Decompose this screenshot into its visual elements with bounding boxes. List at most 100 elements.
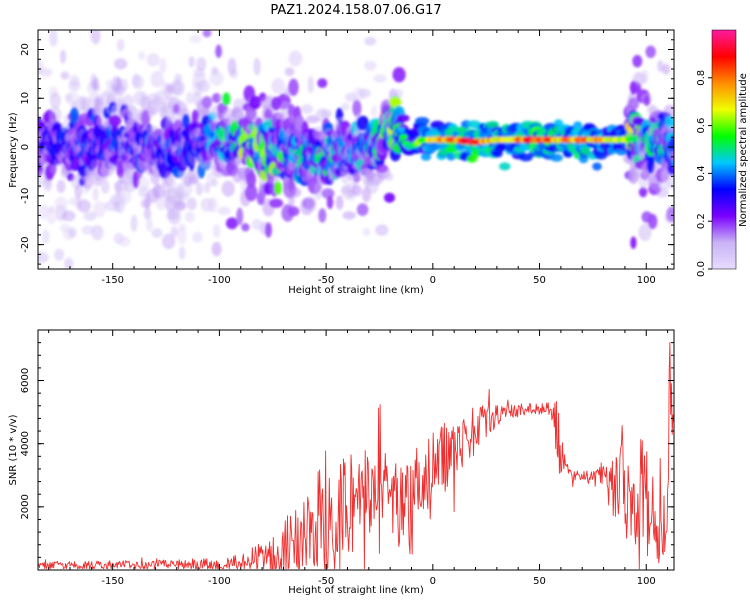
spectrogram-cell — [208, 197, 218, 213]
colorbar-tick-label: 0.4 — [696, 165, 707, 181]
x-tick-label: -150 — [101, 275, 124, 286]
x-tick-label: 100 — [637, 576, 656, 587]
spectrogram-cell — [274, 181, 283, 196]
spectrogram-cell — [186, 197, 197, 211]
y-tick-label: -20 — [20, 236, 31, 252]
x-tick-label: -150 — [101, 576, 124, 587]
spectrogram-cell — [151, 228, 163, 238]
spectrogram-cell — [314, 181, 323, 200]
spectrogram-cell — [93, 201, 106, 218]
spectrogram-cell — [150, 70, 164, 88]
spectrogram-y-ticks: -20 -10 0 10 20 — [20, 29, 674, 265]
spectrogram-cell — [108, 114, 122, 127]
x-tick-label: 100 — [637, 275, 656, 286]
colorbar-tick-label: 0.8 — [696, 70, 707, 86]
y-tick-label: 0 — [20, 144, 31, 150]
spectrogram-cell — [113, 58, 128, 70]
spectrogram-cell — [657, 60, 664, 73]
snr-y-ticks: 2000 4000 6000 — [20, 329, 674, 571]
spectrogram-cell — [630, 236, 637, 249]
spectrogram-cell — [174, 201, 187, 212]
x-tick-label: 50 — [533, 275, 546, 286]
spectrogram-cell — [294, 115, 304, 132]
spectrogram-cell — [499, 162, 511, 171]
spectrogram-cell — [304, 196, 317, 213]
colorbar-tick-label: 0.0 — [696, 261, 707, 277]
spectrogram-cell — [641, 69, 649, 84]
spectrogram-cell — [202, 30, 212, 38]
spectrogram-cell — [519, 153, 533, 162]
snr-panel: -150 -100 -50 0 50 100 2000 4000 6000 Height of… — [8, 329, 675, 596]
spectrogram-cell — [373, 74, 387, 83]
spectrogram-cell — [211, 241, 222, 257]
spectrogram-cell — [141, 109, 151, 128]
colorbar-label: Normalized spectral amplitude — [738, 73, 749, 227]
spectrogram-cell — [288, 78, 299, 97]
spectrogram-cell — [92, 187, 99, 202]
spectrogram-cell — [265, 222, 272, 238]
spectrogram-cell — [138, 51, 146, 61]
spectrogram-cell — [137, 176, 150, 191]
spectrogram-cell — [550, 153, 563, 162]
spectrogram-cell — [56, 179, 66, 194]
spectrogram-cell — [580, 147, 591, 156]
spectrogram-cell — [200, 108, 211, 117]
spectrogram-cell — [174, 73, 182, 83]
spectrogram-cell — [222, 92, 231, 106]
spectrogram-cell — [161, 233, 176, 250]
spectrogram-cell — [356, 203, 369, 217]
spectrogram-cell — [49, 92, 62, 109]
spectrogram-cells — [38, 30, 674, 269]
spectrogram-cell — [246, 171, 257, 189]
spectrogram-cell — [395, 88, 403, 99]
spectrogram-x-axis-label: Height of straight line (km) — [288, 285, 424, 296]
spectrogram-cell — [117, 89, 124, 104]
spectrogram-cell — [253, 57, 261, 76]
spectrogram-cell — [59, 49, 67, 64]
spectrogram-cell — [638, 223, 652, 242]
spectrogram-cell — [573, 121, 583, 130]
spectrogram-cell — [245, 105, 257, 122]
spectrogram-cell — [64, 257, 74, 269]
spectrogram-cell — [335, 195, 344, 210]
spectrogram-cell — [352, 184, 362, 197]
spectrogram-cell — [131, 75, 144, 90]
snr-y-axis-label: SNR (10 * v/v) — [8, 414, 19, 485]
spectrogram-cell — [364, 60, 377, 71]
spectrogram-frame — [37, 29, 675, 270]
spectrogram-ridge-cell — [396, 127, 405, 133]
spectrogram-cell — [116, 39, 125, 52]
spectrogram-cell — [384, 192, 395, 203]
x-tick-label: 0 — [430, 275, 436, 286]
spectrogram-cell — [74, 184, 83, 199]
x-tick-label: 0 — [430, 576, 436, 587]
snr-plot-area — [38, 330, 674, 570]
spectrogram-cell — [643, 95, 651, 107]
snr-x-axis-label: Height of straight line (km) — [288, 585, 424, 596]
spectrogram-cell — [289, 187, 302, 198]
spectrogram-cell — [41, 229, 50, 245]
spectrogram-cell — [645, 45, 656, 59]
spectrogram-cell — [81, 225, 95, 235]
x-tick-label: -100 — [208, 576, 231, 587]
y-tick-label: 6000 — [20, 368, 31, 393]
colorbar-tick-label: 0.2 — [696, 213, 707, 229]
spectrogram-cell — [375, 224, 389, 236]
spectrogram-cell — [215, 44, 222, 58]
spectrogram-cell — [318, 208, 327, 223]
spectrogram-cell — [118, 236, 131, 247]
spectrogram-cell — [665, 211, 674, 224]
spectrogram-cell — [195, 182, 203, 196]
x-tick-label: -100 — [208, 275, 231, 286]
spectrogram-cell — [229, 68, 238, 79]
spectrogram-cell — [342, 211, 356, 220]
spectrogram-cell — [170, 226, 179, 238]
spectrogram-cell — [211, 178, 218, 187]
spectrogram-cell — [320, 109, 332, 118]
spectrogram-cell — [385, 172, 394, 181]
spectrogram-cell — [178, 246, 186, 260]
spectrogram-cell — [100, 179, 110, 194]
spectrogram-cell — [269, 198, 284, 208]
spectrogram-cell — [143, 208, 152, 220]
spectrogram-cell — [249, 95, 262, 110]
